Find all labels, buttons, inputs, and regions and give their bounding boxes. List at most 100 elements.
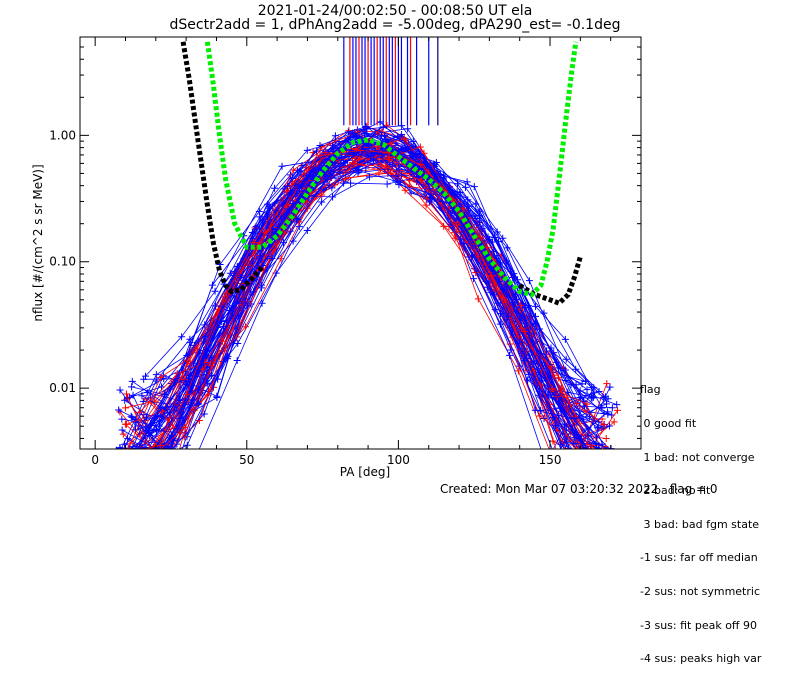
data-point — [598, 457, 605, 464]
data-point — [599, 394, 607, 402]
data-point — [172, 448, 174, 449]
data-point — [268, 202, 276, 210]
data-point — [407, 143, 415, 151]
data-point — [552, 422, 560, 430]
data-point — [365, 173, 373, 181]
data-point — [470, 275, 478, 283]
fit-curve — [204, 41, 579, 298]
legend-entry: -3 sus: fit peak off 90 — [640, 618, 757, 632]
data-point — [158, 459, 165, 466]
data-point — [604, 408, 612, 416]
data-point — [155, 422, 163, 430]
data-point — [584, 455, 591, 462]
distribution-trace — [128, 146, 591, 449]
data-point — [570, 439, 578, 447]
data-point — [115, 406, 123, 414]
data-point — [344, 174, 352, 182]
data-point — [592, 458, 599, 465]
data-point — [316, 151, 324, 159]
data-point — [611, 450, 618, 457]
data-point — [520, 356, 528, 364]
data-point — [183, 441, 191, 449]
data-point — [567, 460, 574, 467]
legend-entry: -2 sus: not symmetric — [640, 584, 760, 598]
data-point — [579, 459, 586, 466]
data-point — [474, 295, 482, 303]
data-point — [149, 460, 156, 467]
data-point — [610, 453, 617, 460]
data-point — [382, 163, 390, 171]
data-point — [131, 453, 138, 460]
y-tick-label: 0.10 — [49, 255, 76, 269]
data-point — [178, 333, 186, 341]
data-point — [561, 335, 569, 343]
data-point — [134, 455, 141, 462]
data-point — [192, 455, 199, 462]
data-point — [125, 458, 132, 465]
data-point — [496, 320, 504, 328]
data-point — [139, 456, 146, 463]
data-point — [604, 395, 612, 403]
data-point — [237, 273, 245, 281]
distribution-trace — [128, 149, 603, 449]
data-point — [610, 450, 617, 457]
data-point — [128, 458, 135, 465]
data-point — [426, 198, 434, 206]
data-point — [595, 387, 603, 395]
distribution-trace — [170, 133, 565, 449]
data-point — [153, 448, 155, 449]
data-point — [583, 456, 590, 463]
data-point — [601, 454, 608, 461]
distribution-trace — [143, 154, 605, 449]
data-point — [532, 312, 539, 320]
data-point — [582, 460, 589, 467]
data-point — [116, 386, 124, 394]
data-point — [136, 408, 144, 416]
data-point — [564, 388, 572, 396]
data-point — [588, 458, 595, 465]
data-point — [156, 441, 164, 449]
data-point — [535, 387, 543, 395]
y-axis-label: nflux [#/(cm^2 s sr MeV)] — [31, 164, 45, 321]
data-point — [356, 146, 364, 154]
data-point — [123, 390, 131, 398]
data-point — [531, 406, 539, 414]
data-point — [121, 396, 129, 404]
data-point — [604, 450, 611, 457]
data-point — [235, 312, 243, 320]
data-point — [572, 365, 580, 373]
data-point — [120, 448, 122, 449]
data-point — [294, 216, 302, 224]
data-point — [440, 176, 448, 184]
data-point — [151, 452, 158, 459]
data-point — [177, 408, 185, 416]
data-point — [595, 424, 603, 432]
data-point — [363, 125, 371, 133]
data-point — [495, 277, 503, 285]
data-point — [142, 395, 150, 403]
data-point — [200, 410, 208, 418]
distribution-trace — [151, 147, 599, 449]
data-point — [603, 380, 611, 388]
data-point — [563, 450, 570, 457]
data-point — [164, 449, 171, 456]
data-point — [143, 413, 151, 421]
data-point — [128, 377, 136, 385]
data-point — [318, 198, 326, 206]
data-point — [164, 454, 171, 461]
data-point — [129, 454, 136, 461]
data-point — [570, 415, 578, 423]
data-point — [121, 420, 129, 428]
data-point — [222, 289, 230, 297]
data-point — [283, 202, 291, 210]
data-point — [561, 420, 569, 428]
data-point — [142, 372, 150, 380]
data-point — [590, 456, 597, 463]
data-point — [129, 451, 136, 458]
x-tick-label: 150 — [539, 453, 562, 467]
data-point — [122, 448, 124, 449]
data-point — [600, 421, 608, 429]
data-point — [318, 191, 326, 199]
data-point — [213, 392, 221, 400]
data-point — [369, 155, 377, 163]
